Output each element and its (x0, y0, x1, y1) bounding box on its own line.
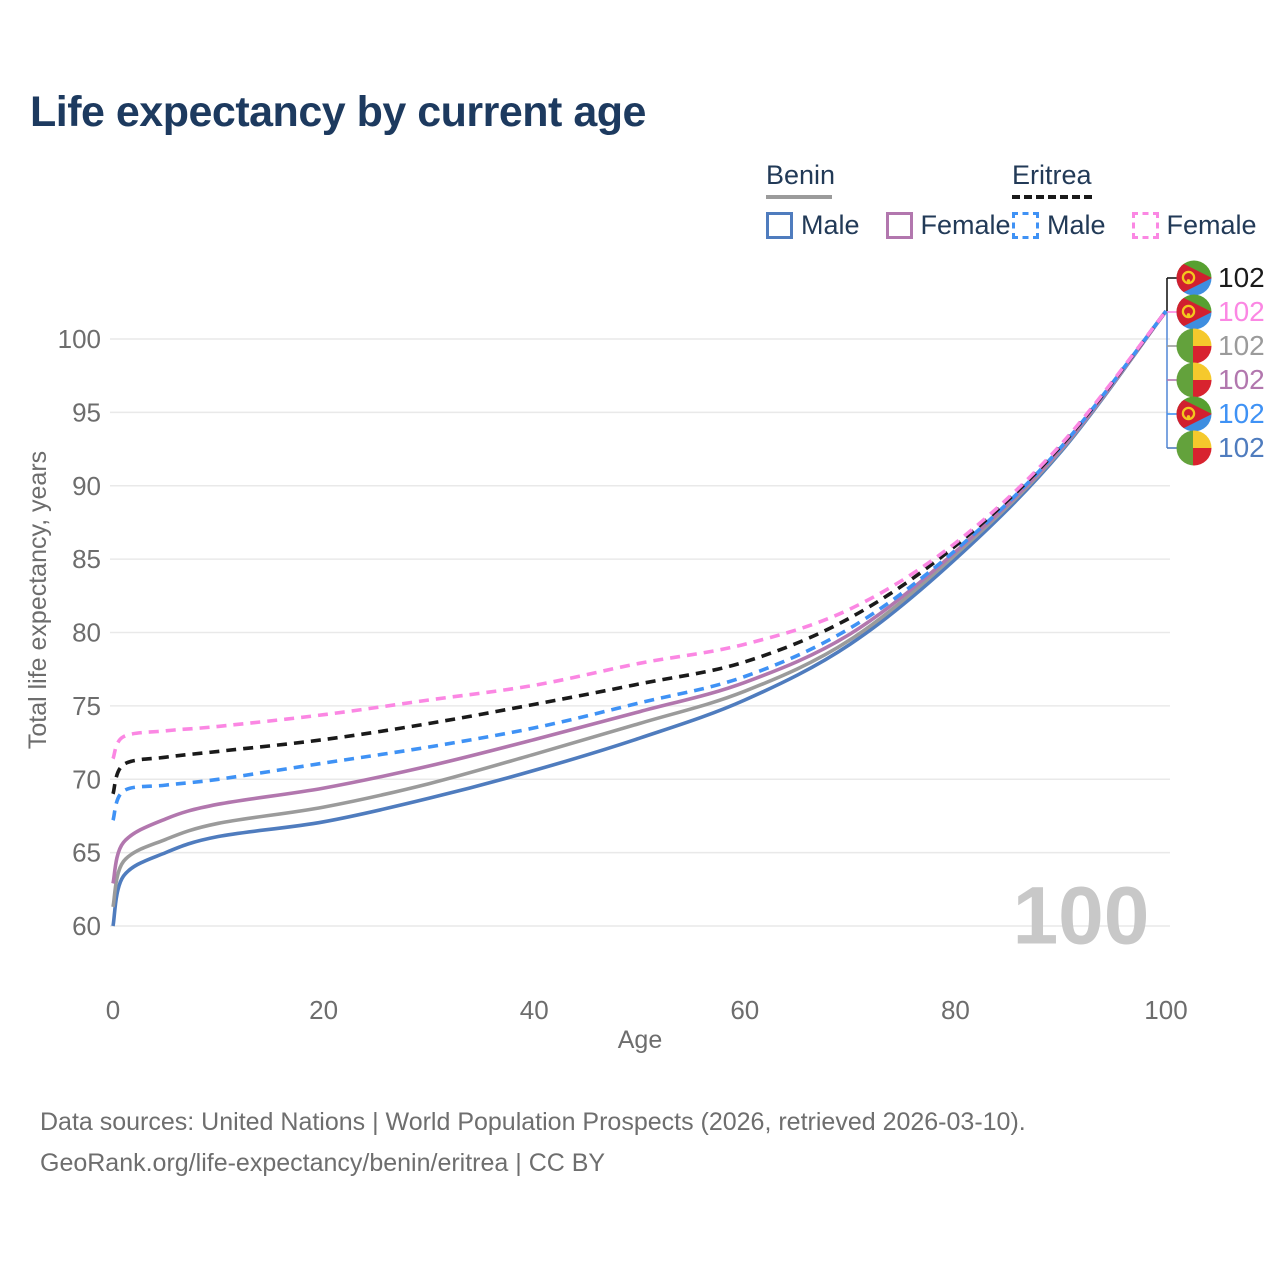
end-label-row: 102 (1176, 430, 1265, 466)
end-label-value: 102 (1218, 262, 1265, 293)
benin-male-swatch (766, 212, 793, 239)
eritrea-flag-icon (1176, 294, 1212, 330)
legend-entry-eritrea-female[interactable]: Female (1131, 210, 1257, 241)
legend-entry-eritrea-male[interactable]: Male (1012, 210, 1106, 241)
x-tick-label: 0 (106, 995, 120, 1025)
legend-group-eritrea: Eritrea Male Female (1012, 160, 1257, 241)
y-tick-label: 65 (72, 838, 101, 868)
end-label-value: 102 (1218, 330, 1265, 361)
end-label-row: 102 (1176, 260, 1265, 296)
legend-country-benin[interactable]: Benin (766, 160, 836, 190)
series-line-benin-both[interactable] (111, 310, 1168, 908)
series-line-eritrea-male[interactable] (111, 310, 1168, 821)
end-label-row: 102 (1176, 328, 1265, 364)
x-tick-label: 60 (730, 995, 759, 1025)
legend-label-benin-female: Female (920, 210, 1011, 240)
benin-line-style-swatch (766, 195, 832, 199)
footer: Data sources: United Nations | World Pop… (40, 1102, 1026, 1184)
end-label-row: 102 (1176, 396, 1265, 432)
attribution-line: GeoRank.org/life-expectancy/benin/eritre… (40, 1149, 606, 1177)
y-tick-label: 80 (72, 618, 101, 648)
legend-entry-benin-female[interactable]: Female (885, 210, 1011, 241)
legend-country-eritrea[interactable]: Eritrea (1012, 160, 1092, 190)
legend-label-eritrea-female: Female (1166, 210, 1257, 240)
eritrea-line-style-swatch (1012, 195, 1092, 199)
end-label-row: 102 (1176, 362, 1265, 398)
series-line-eritrea-female[interactable] (111, 309, 1168, 760)
eritrea-male-swatch (1012, 212, 1039, 239)
legend-label-benin-male: Male (801, 210, 860, 240)
y-axis-title: Total life expectancy, years (24, 451, 52, 749)
page-title: Life expectancy by current age (30, 88, 646, 136)
benin-flag-icon (1176, 362, 1212, 398)
end-label-value: 102 (1218, 398, 1265, 429)
age-watermark: 100 (1013, 871, 1150, 962)
series-line-benin-female[interactable] (111, 310, 1168, 884)
benin-flag-icon (1176, 328, 1212, 364)
y-tick-label: 70 (72, 764, 101, 794)
eritrea-flag-icon (1176, 396, 1212, 432)
x-tick-label: 80 (941, 995, 970, 1025)
y-tick-label: 60 (72, 911, 101, 941)
legend-entry-benin-male[interactable]: Male (766, 210, 860, 241)
end-label-value: 102 (1218, 432, 1265, 463)
x-axis-title: Age (618, 1026, 662, 1054)
y-tick-label: 100 (58, 324, 101, 354)
y-tick-label: 85 (72, 544, 101, 574)
benin-female-swatch (885, 212, 913, 239)
x-tick-label: 40 (520, 995, 549, 1025)
end-label-value: 102 (1218, 296, 1265, 327)
data-sources-line: Data sources: United Nations | World Pop… (40, 1108, 1026, 1136)
end-label-value: 102 (1218, 364, 1265, 395)
eritrea-female-swatch (1131, 212, 1159, 239)
eritrea-flag-icon (1176, 260, 1212, 296)
series-line-benin-male[interactable] (111, 310, 1168, 927)
y-tick-label: 75 (72, 691, 101, 721)
x-tick-label: 100 (1144, 995, 1187, 1025)
end-label-row: 102 (1176, 294, 1265, 330)
y-tick-label: 90 (72, 471, 101, 501)
benin-flag-icon (1176, 430, 1212, 466)
legend-group-benin: Benin Male Female (766, 160, 1011, 241)
x-tick-label: 20 (309, 995, 338, 1025)
y-tick-label: 95 (72, 397, 101, 427)
legend-label-eritrea-male: Male (1047, 210, 1106, 240)
